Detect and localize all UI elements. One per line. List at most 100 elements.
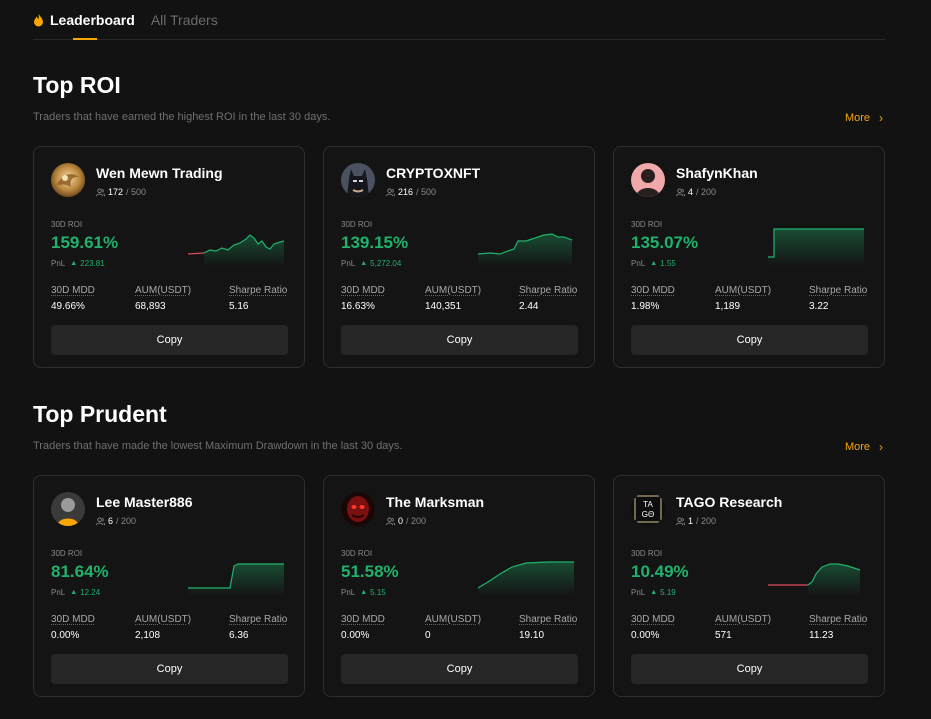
stat-mdd: 30D MDD 16.63% [341, 285, 385, 312]
sharpe-label: Sharpe Ratio [519, 285, 578, 296]
roi-value: 51.58% [341, 562, 399, 581]
more-label: More [844, 112, 870, 124]
red-mask-avatar [341, 492, 375, 526]
copy-button[interactable]: Copy [51, 654, 288, 684]
section-subtitle: Traders that have earned the highest ROI… [33, 111, 331, 123]
trader-card[interactable]: The Marksman 0 / 200 30D ROI 51.58% PnL … [323, 475, 595, 697]
roi-label: 30D ROI [51, 220, 83, 229]
aum-label: AUM(USDT) [425, 614, 482, 625]
more-link[interactable]: More › [845, 111, 883, 125]
follower-count: 1 / 200 [676, 516, 716, 526]
pnl-label: PnL [51, 259, 66, 268]
default-user-avatar [51, 492, 85, 526]
pnl: PnL ▲ 5.15 [341, 588, 386, 597]
roi-sparkline [768, 228, 864, 267]
trader-card[interactable]: Lee Master886 6 / 200 30D ROI 81.64% PnL… [33, 475, 305, 697]
stat-mdd: 30D MDD 49.66% [51, 285, 95, 312]
followers-current: 4 [688, 187, 694, 197]
stat-mdd: 30D MDD 0.00% [51, 614, 95, 641]
roi-value: 159.61% [51, 233, 119, 252]
aum-label: AUM(USDT) [715, 614, 772, 625]
sparkline-area [188, 564, 284, 596]
tab-leaderboard[interactable]: Leaderboard [33, 0, 135, 40]
stat-mdd: 30D MDD 1.98% [631, 285, 675, 312]
aum-value: 0 [425, 630, 431, 641]
mdd-label: 30D MDD [341, 614, 385, 625]
followers-max: / 200 [116, 516, 137, 526]
roi-label: 30D ROI [341, 220, 373, 229]
tab-label: All Traders [150, 11, 218, 28]
triangle-up-icon: ▲ [360, 260, 368, 267]
pnl: PnL ▲ 12.24 [51, 588, 100, 597]
mdd-label: 30D MDD [631, 614, 675, 625]
pnl-value: 5.19 [660, 588, 676, 597]
stat-sharpe: Sharpe Ratio 5.16 [229, 285, 287, 312]
pnl-value: 5,272.04 [370, 259, 402, 268]
triangle-up-icon: ▲ [360, 589, 368, 596]
mdd-value: 0.00% [631, 630, 660, 641]
sharpe-label: Sharpe Ratio [809, 614, 868, 625]
copy-button[interactable]: Copy [341, 325, 578, 355]
chevron-right-icon: › [879, 111, 883, 125]
stat-mdd: 30D MDD 0.00% [341, 614, 385, 641]
section-title-top-roi: Top ROI [33, 72, 121, 98]
sparkline-area [204, 235, 284, 267]
section-subtitle: Traders that have made the lowest Maximu… [33, 440, 403, 452]
trader-card[interactable]: TA GΘ TAGO Research 1 / 200 30D ROI 10.49… [613, 475, 885, 697]
pnl: PnL ▲ 223.81 [51, 259, 105, 268]
aum-label: AUM(USDT) [425, 285, 482, 296]
aum-value: 2,108 [135, 630, 161, 641]
follower-count: 4 / 200 [676, 187, 716, 197]
sharpe-label: Sharpe Ratio [229, 614, 288, 625]
stat-sharpe: Sharpe Ratio 2.44 [519, 285, 577, 312]
leaderboard-tabs: Leaderboard All Traders [33, 0, 885, 40]
trader-name: The Marksman [386, 494, 485, 510]
roi-sparkline [478, 561, 574, 596]
copy-button[interactable]: Copy [341, 654, 578, 684]
users-icon [386, 187, 395, 196]
pnl-value: 1.55 [660, 259, 676, 268]
trader-card[interactable]: CRYPTOXNFT 216 / 500 30D ROI 139.15% PnL… [323, 146, 595, 368]
sparkline-positive-line [807, 563, 861, 586]
mdd-value: 1.98% [631, 301, 660, 312]
pnl: PnL ▲ 5,272.04 [341, 259, 401, 268]
copy-button[interactable]: Copy [631, 325, 868, 355]
sparkline-positive-line [478, 233, 573, 255]
followers-current: 172 [108, 187, 124, 197]
tab-all-traders[interactable]: All Traders [151, 0, 218, 40]
sharpe-value: 6.36 [229, 630, 249, 641]
roi-value: 10.49% [631, 562, 689, 581]
mdd-value: 49.66% [51, 301, 85, 312]
mdd-value: 16.63% [341, 301, 375, 312]
more-link[interactable]: More › [845, 440, 883, 454]
triangle-up-icon: ▲ [70, 260, 78, 267]
triangle-up-icon: ▲ [650, 589, 658, 596]
users-icon [676, 187, 685, 196]
pnl: PnL ▲ 1.55 [631, 259, 676, 268]
mdd-value: 0.00% [341, 630, 370, 641]
followers-current: 0 [398, 516, 404, 526]
sparkline-positive-line [478, 561, 574, 589]
aum-label: AUM(USDT) [135, 285, 192, 296]
pnl-label: PnL [51, 588, 66, 597]
golden-dragon-avatar [51, 163, 85, 197]
roi-value: 135.07% [631, 233, 699, 252]
copy-button[interactable]: Copy [631, 654, 868, 684]
tago-logo-avatar: TA GΘ [631, 492, 665, 526]
followers-max: / 200 [696, 187, 717, 197]
copy-button[interactable]: Copy [51, 325, 288, 355]
followers-current: 216 [398, 187, 414, 197]
flame-icon [34, 12, 43, 26]
roi-sparkline [188, 234, 284, 267]
triangle-up-icon: ▲ [650, 260, 658, 267]
sharpe-value: 2.44 [519, 301, 539, 312]
stat-mdd: 30D MDD 0.00% [631, 614, 675, 641]
tab-label: Leaderboard [50, 11, 135, 28]
sharpe-label: Sharpe Ratio [809, 285, 868, 296]
mdd-value: 0.00% [51, 630, 80, 641]
roi-sparkline [188, 563, 284, 596]
aum-label: AUM(USDT) [135, 614, 192, 625]
sharpe-label: Sharpe Ratio [229, 285, 288, 296]
trader-card[interactable]: Wen Mewn Trading 172 / 500 30D ROI 159.6… [33, 146, 305, 368]
trader-card[interactable]: ShafynKhan 4 / 200 30D ROI 135.07% PnL ▲… [613, 146, 885, 368]
